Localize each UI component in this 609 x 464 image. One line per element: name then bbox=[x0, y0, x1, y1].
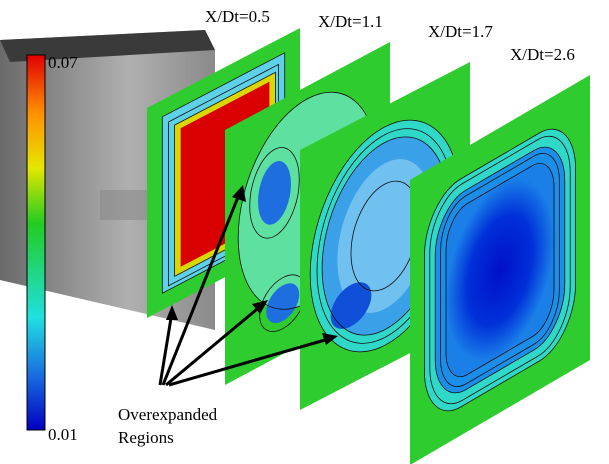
slice-label: X/Dt=0.5 bbox=[205, 7, 270, 26]
figure: 0.07 0.01 bbox=[0, 0, 609, 464]
colorbar-max: 0.07 bbox=[48, 53, 78, 72]
colorbar-min: 0.01 bbox=[48, 425, 78, 444]
slice-label: X/Dt=1.1 bbox=[318, 12, 383, 31]
slice-label: X/Dt=2.6 bbox=[510, 45, 575, 64]
slice-label: X/Dt=1.7 bbox=[428, 22, 493, 41]
annotation: Overexpanded bbox=[118, 405, 218, 424]
colorbar bbox=[27, 55, 45, 430]
annotation: Regions bbox=[118, 428, 174, 447]
